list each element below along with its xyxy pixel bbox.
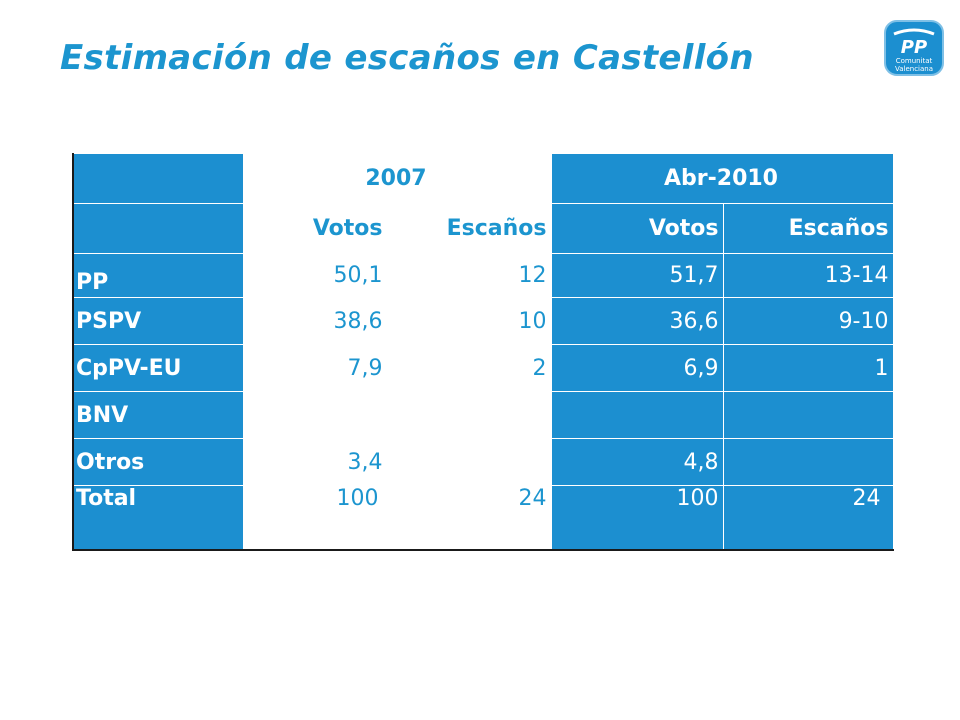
header-corner-cell-2 (72, 203, 244, 254)
party-label: PSPV (72, 297, 244, 345)
cell-escanos-2007: 2 (386, 344, 552, 392)
table-row-total: Total 100 24 100 24 (72, 485, 894, 551)
party-label: PP (72, 253, 244, 298)
cell-votos-2007: 100 (242, 485, 388, 551)
cell-escanos-2007: 24 (386, 485, 552, 551)
cell-escanos-2010: 9-10 (722, 297, 894, 345)
table-header-period-row: 2007 Abr-2010 (72, 153, 894, 204)
cell-escanos-2010: 13-14 (722, 253, 894, 298)
pp-logo: PP Comunitat Valenciana (884, 20, 944, 76)
table-row: PP 50,1 12 51,7 13-14 (72, 253, 894, 298)
cell-votos-2007: 7,9 (242, 344, 388, 392)
cell-escanos-2007 (386, 391, 552, 439)
cell-escanos-2007 (386, 438, 552, 486)
cell-escanos-2010: 24 (722, 485, 894, 551)
cell-escanos-2010 (722, 391, 894, 439)
cell-votos-2010: 4,8 (550, 438, 724, 486)
table-row: BNV (72, 391, 894, 439)
cell-votos-2010: 100 (550, 485, 724, 551)
table-header-column-row: Votos Escaños Votos Escaños (72, 203, 894, 254)
cell-votos-2007: 3,4 (242, 438, 388, 486)
cell-escanos-2010 (722, 438, 894, 486)
party-label: Total (72, 485, 244, 551)
header-period-2007: 2007 (242, 153, 552, 204)
header-escanos-2007: Escaños (386, 203, 552, 254)
cell-escanos-2007: 10 (386, 297, 552, 345)
cell-escanos-2007: 12 (386, 253, 552, 298)
cell-votos-2007 (242, 391, 388, 439)
logo-main-text: PP (901, 37, 927, 58)
party-label: CpPV-EU (72, 344, 244, 392)
table-row: PSPV 38,6 10 36,6 9-10 (72, 297, 894, 345)
cell-votos-2010: 6,9 (550, 344, 724, 392)
header-votos-2007: Votos (242, 203, 388, 254)
header-votos-2010: Votos (550, 203, 724, 254)
cell-votos-2007: 50,1 (242, 253, 388, 298)
header-period-abr-2010: Abr-2010 (550, 153, 894, 204)
cell-escanos-2010: 1 (722, 344, 894, 392)
cell-votos-2010: 51,7 (550, 253, 724, 298)
table-row: CpPV-EU 7,9 2 6,9 1 (72, 344, 894, 392)
slide-title: Estimación de escaños en Castellón (60, 38, 754, 78)
logo-sub-text-1: Comunitat (896, 57, 933, 65)
logo-sub-text-2: Valenciana (895, 65, 933, 73)
cell-votos-2007: 38,6 (242, 297, 388, 345)
header-corner-cell (72, 153, 244, 204)
party-label: Otros (72, 438, 244, 486)
header-escanos-2010: Escaños (722, 203, 894, 254)
cell-votos-2010: 36,6 (550, 297, 724, 345)
party-label: BNV (72, 391, 244, 439)
cell-votos-2010 (550, 391, 724, 439)
table-row: Otros 3,4 4,8 (72, 438, 894, 486)
seat-estimate-table: 2007 Abr-2010 Votos Escaños Votos Escaño… (72, 153, 894, 551)
